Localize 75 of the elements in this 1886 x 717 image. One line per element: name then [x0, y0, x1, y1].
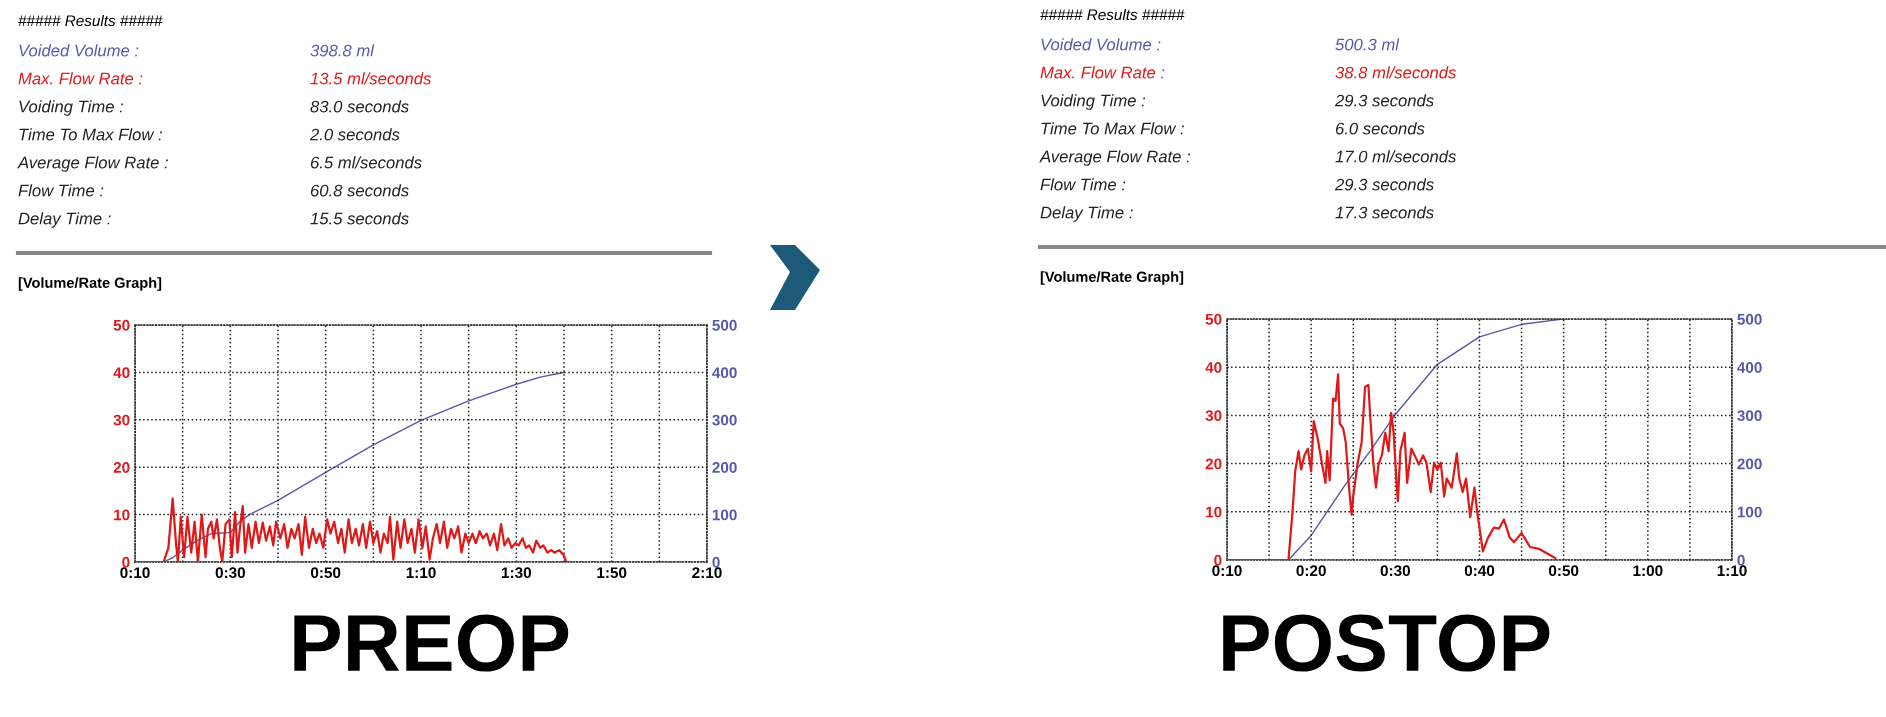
- y-tick-label: 50: [1205, 313, 1222, 325]
- text: Delay Time :: [1040, 206, 1133, 222]
- y2-tick-label: 300: [1737, 410, 1762, 422]
- y-tick-label: 10: [1206, 506, 1222, 518]
- text: 398.8 ml: [310, 44, 375, 57]
- y2-tick-label: 400: [712, 367, 737, 379]
- y-tick-label: 40: [113, 367, 130, 379]
- chart-title: [Volume/Rate Graph]: [1040, 271, 1184, 285]
- text: Time To Max Flow :: [19, 128, 162, 141]
- y2-tick-label: 300: [712, 414, 737, 426]
- y2-tick-label: 500: [1737, 313, 1762, 325]
- x-tick-label: 0:30: [215, 567, 245, 579]
- x-tick-label: 1:50: [597, 567, 627, 579]
- x-tick-label: 0:50: [310, 567, 341, 579]
- text: Voided Volume :: [19, 44, 139, 57]
- x-tick-label: 2:10: [692, 567, 722, 579]
- chart-title: [Volume/Rate Graph]: [18, 277, 162, 291]
- y-tick-label: 30: [113, 414, 130, 426]
- x-tick-label: 1:10: [1717, 565, 1747, 577]
- line-series: [135, 497, 575, 562]
- x-tick-label: 0:30: [1380, 565, 1410, 577]
- y-tick-label: 20: [113, 462, 130, 473]
- y-tick-label: 0: [122, 556, 130, 568]
- text: 6.0 seconds: [1335, 122, 1425, 135]
- text: Average Flow Rate :: [1039, 150, 1191, 166]
- y2-tick-label: 100: [712, 509, 737, 521]
- text: 17.0 ml/seconds: [1335, 150, 1457, 163]
- x-tick-label: 1:30: [502, 567, 531, 579]
- text: 38.8 ml/seconds: [1335, 66, 1457, 79]
- y-tick-label: 10: [114, 509, 130, 521]
- y-tick-label: 30: [1205, 410, 1222, 422]
- text: ##### Results #####: [1040, 8, 1185, 21]
- x-tick-label: 0:20: [1296, 565, 1326, 577]
- text: Time To Max Flow :: [1041, 122, 1184, 135]
- text: 13.5 ml/seconds: [310, 72, 432, 85]
- text: Max. Flow Rate :: [1040, 66, 1165, 79]
- text: Flow Time :: [18, 184, 104, 197]
- y-tick-label: 50: [113, 319, 130, 331]
- text: 500.3 ml: [1335, 38, 1400, 51]
- x-tick-label: 1:10: [406, 567, 436, 579]
- y2-tick-label: 100: [1737, 506, 1762, 518]
- x-tick-label: 0:10: [1212, 565, 1242, 577]
- x-tick-label: 0:40: [1464, 565, 1495, 577]
- text: 2.0 seconds: [309, 128, 400, 141]
- y2-tick-label: 200: [1737, 458, 1762, 470]
- x-tick-label: 0:50: [1548, 565, 1579, 577]
- text: Voided Volume :: [1041, 38, 1161, 51]
- text: 83.0 seconds: [310, 100, 409, 113]
- y-tick-label: 0: [1214, 554, 1222, 566]
- x-tick-label: 0:10: [120, 567, 150, 579]
- text: 60.8 seconds: [310, 184, 409, 197]
- y-tick-label: 40: [1205, 362, 1222, 373]
- text: 29.3 seconds: [1334, 178, 1434, 191]
- x-tick-label: 1:00: [1633, 565, 1663, 577]
- text: Voiding Time :: [19, 100, 124, 116]
- y2-tick-label: 400: [1737, 362, 1762, 373]
- text: 17.3 seconds: [1335, 206, 1434, 219]
- text: Voiding Time :: [1041, 94, 1146, 110]
- text: Max. Flow Rate :: [18, 72, 143, 85]
- y2-tick-label: 0: [1737, 554, 1745, 566]
- text: POSTOP: [1223, 614, 1550, 672]
- text: ##### Results #####: [18, 14, 163, 27]
- text: Delay Time :: [18, 212, 111, 228]
- y2-tick-label: 200: [712, 462, 737, 473]
- text: Average Flow Rate :: [17, 156, 169, 172]
- text: PREOP: [294, 614, 569, 672]
- text: 15.5 seconds: [310, 212, 409, 225]
- y2-tick-label: 500: [712, 319, 737, 331]
- y2-tick-label: 0: [712, 556, 720, 568]
- text: 29.3 seconds: [1334, 94, 1434, 107]
- line-series: [1227, 373, 1557, 560]
- text: 6.5 ml/seconds: [310, 156, 422, 169]
- line-series: [162, 371, 565, 562]
- text: Flow Time :: [1040, 178, 1126, 191]
- y-tick-label: 20: [1205, 458, 1222, 470]
